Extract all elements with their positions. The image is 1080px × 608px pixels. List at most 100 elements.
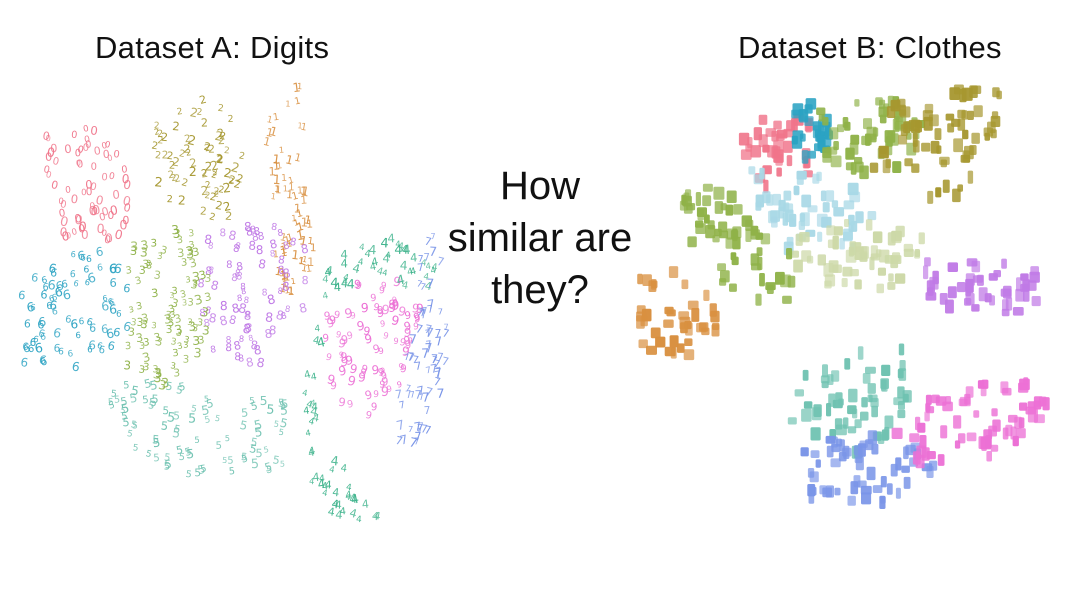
- digit-glyph: 6: [47, 261, 58, 276]
- digit-glyph: 0: [88, 203, 98, 219]
- clothing-thumbnail: [776, 129, 788, 139]
- digit-glyph: 5: [200, 463, 208, 475]
- clothing-thumbnail: [762, 144, 770, 153]
- digit-glyph: 5: [145, 449, 153, 460]
- digit-glyph: 9: [390, 312, 401, 328]
- digit-glyph: 2: [238, 150, 246, 162]
- digit-glyph: 7: [424, 384, 435, 399]
- clothing-thumbnail: [762, 165, 772, 175]
- digit-glyph: 2: [203, 140, 212, 154]
- digit-glyph: 1: [297, 255, 305, 267]
- clothing-thumbnail: [827, 239, 838, 249]
- digit-glyph: 9: [379, 318, 385, 329]
- digit-glyph: 2: [153, 126, 160, 137]
- digit-glyph: 3: [191, 323, 199, 335]
- clothing-thumbnail: [848, 214, 855, 226]
- digit-glyph: 5: [114, 395, 121, 406]
- digit-glyph: 3: [165, 323, 172, 336]
- digit-glyph: 0: [84, 135, 92, 146]
- clothing-thumbnail: [800, 447, 809, 457]
- digit-glyph: 2: [178, 193, 186, 208]
- digit-glyph: 2: [200, 184, 209, 199]
- digit-glyph: 2: [200, 205, 208, 218]
- clothing-thumbnail: [816, 107, 826, 115]
- digit-glyph: 9: [402, 333, 412, 347]
- digit-glyph: 9: [404, 309, 412, 322]
- digit-glyph: 7: [440, 355, 450, 369]
- digit-glyph: 1: [293, 95, 301, 107]
- digit-glyph: 1: [272, 173, 281, 189]
- clothing-thumbnail: [884, 415, 894, 429]
- digit-glyph: 3: [169, 291, 174, 300]
- digit-glyph: 7: [407, 435, 419, 452]
- digit-glyph: 8: [244, 321, 253, 336]
- digit-glyph: 4: [340, 277, 348, 291]
- clothing-thumbnail: [843, 445, 850, 459]
- digit-glyph: 0: [66, 231, 72, 240]
- digit-glyph: 5: [240, 453, 249, 465]
- clothing-thumbnail: [947, 262, 958, 272]
- digit-glyph: 3: [165, 310, 172, 321]
- clothing-thumbnail: [901, 465, 910, 473]
- digit-glyph: 4: [301, 387, 308, 398]
- digit-glyph: 8: [289, 236, 298, 249]
- clothing-thumbnail: [824, 280, 832, 289]
- digit-glyph: 0: [58, 197, 64, 207]
- digit-glyph: 1: [283, 285, 291, 297]
- clothing-thumbnail: [1000, 288, 1012, 297]
- clothing-thumbnail: [725, 204, 734, 216]
- digit-glyph: 3: [134, 275, 143, 287]
- digit-glyph: 3: [188, 240, 196, 251]
- digit-glyph: 2: [172, 119, 181, 134]
- digit-glyph: 3: [142, 258, 149, 271]
- digit-glyph: 8: [203, 231, 213, 247]
- digit-glyph: 9: [350, 311, 357, 322]
- clothing-thumbnail: [758, 134, 768, 148]
- digit-glyph: 0: [78, 220, 87, 236]
- digit-glyph: 7: [430, 355, 438, 367]
- digit-glyph: 3: [170, 336, 178, 348]
- digit-glyph: 1: [279, 231, 288, 244]
- digit-glyph: 8: [228, 312, 238, 327]
- clothing-thumbnail: [861, 397, 868, 408]
- clothing-thumbnail: [953, 415, 962, 429]
- clothing-thumbnail: [799, 232, 810, 243]
- digit-glyph: 7: [424, 328, 432, 340]
- digit-glyph: 9: [339, 350, 344, 359]
- digit-glyph: 0: [85, 186, 93, 198]
- clothing-thumbnail: [930, 140, 940, 154]
- clothing-thumbnail: [992, 87, 1000, 98]
- digit-glyph: 5: [194, 436, 200, 446]
- digit-glyph: 2: [208, 143, 215, 156]
- digit-glyph: 2: [170, 173, 178, 184]
- clothing-thumbnail: [1002, 387, 1012, 396]
- digit-glyph: 9: [364, 410, 372, 422]
- digit-glyph: 0: [42, 164, 50, 176]
- digit-glyph: 6: [86, 255, 93, 265]
- clothing-thumbnail: [854, 279, 862, 290]
- digit-glyph: 3: [146, 261, 153, 272]
- digit-glyph: 7: [419, 308, 426, 319]
- clothing-thumbnail: [745, 228, 752, 242]
- digit-glyph: 0: [71, 227, 79, 238]
- digit-glyph: 1: [298, 257, 304, 267]
- digit-glyph: 2: [232, 177, 241, 191]
- clothing-thumbnail: [773, 140, 784, 151]
- digit-glyph: 3: [192, 333, 200, 348]
- digit-glyph: 7: [425, 324, 435, 340]
- digit-glyph: 2: [183, 143, 190, 156]
- clothing-thumbnail: [942, 179, 950, 193]
- digit-glyph: 0: [90, 205, 99, 219]
- digit-glyph: 4: [322, 274, 329, 285]
- digit-glyph: 7: [416, 422, 424, 435]
- clothing-thumbnail: [669, 335, 679, 348]
- clothing-thumbnail: [984, 132, 990, 141]
- digit-glyph: 4: [395, 273, 407, 290]
- clothing-thumbnail: [872, 485, 883, 493]
- clothing-thumbnail: [702, 183, 713, 192]
- digit-glyph: 0: [101, 172, 108, 183]
- digit-glyph: 6: [77, 248, 86, 263]
- clothing-thumbnail: [964, 393, 971, 405]
- digit-glyph: 9: [414, 314, 421, 325]
- digit-glyph: 3: [153, 268, 162, 282]
